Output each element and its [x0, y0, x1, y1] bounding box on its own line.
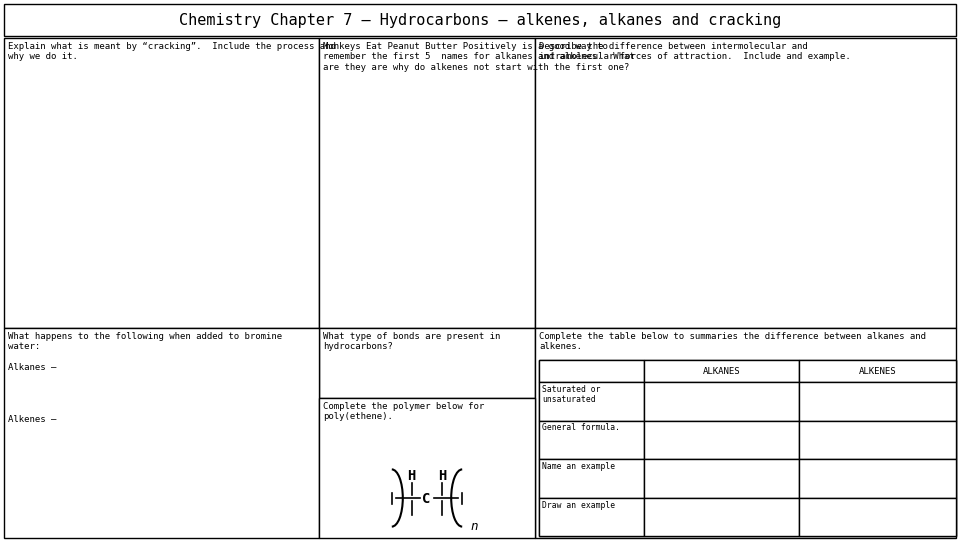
Text: Describe the difference between intermolecular and
intramolecular forces of attr: Describe the difference between intermol… — [539, 42, 851, 62]
Text: Draw an example: Draw an example — [542, 501, 615, 510]
Bar — [799, 382, 956, 421]
Bar — [4, 328, 319, 538]
Text: Saturated or
unsaturated: Saturated or unsaturated — [542, 385, 601, 404]
Text: Explain what is meant by “cracking”.  Include the process and
why we do it.: Explain what is meant by “cracking”. Inc… — [8, 42, 336, 62]
Text: ALKENES: ALKENES — [858, 367, 897, 375]
Bar — [4, 38, 319, 328]
Text: General formula.: General formula. — [542, 423, 620, 433]
Bar — [4, 4, 956, 36]
Text: Monkeys Eat Peanut Butter Positively is a good way to
remember the first 5  name: Monkeys Eat Peanut Butter Positively is … — [323, 42, 635, 72]
Bar — [799, 360, 956, 382]
Bar — [539, 497, 644, 536]
Bar — [539, 421, 644, 459]
Bar — [539, 360, 956, 536]
Bar — [644, 497, 799, 536]
Bar — [319, 328, 535, 398]
Bar — [644, 360, 799, 382]
Text: Complete the table below to summaries the difference between alkanes and
alkenes: Complete the table below to summaries th… — [539, 332, 926, 352]
Bar — [644, 382, 799, 421]
Bar — [539, 360, 644, 382]
Text: Complete the polymer below for
poly(ethene).: Complete the polymer below for poly(ethe… — [323, 402, 484, 421]
Bar — [535, 328, 956, 538]
Bar — [799, 459, 956, 497]
Text: What happens to the following when added to bromine
water:

Alkanes –




Alkene: What happens to the following when added… — [8, 332, 282, 424]
Text: C: C — [421, 492, 430, 506]
Text: H: H — [438, 469, 446, 483]
Text: H: H — [407, 469, 416, 483]
Bar — [644, 421, 799, 459]
Text: Chemistry Chapter 7 – Hydrocarbons – alkenes, alkanes and cracking: Chemistry Chapter 7 – Hydrocarbons – alk… — [179, 12, 781, 28]
Text: What type of bonds are present in
hydrocarbons?: What type of bonds are present in hydroc… — [323, 332, 500, 352]
Bar — [319, 398, 535, 538]
Bar — [319, 38, 535, 328]
Bar — [539, 459, 644, 497]
Text: Name an example: Name an example — [542, 462, 615, 471]
Text: n: n — [470, 520, 478, 533]
Bar — [535, 38, 956, 328]
Bar — [799, 497, 956, 536]
Text: ALKANES: ALKANES — [703, 367, 740, 375]
Bar — [644, 459, 799, 497]
Bar — [539, 382, 644, 421]
Bar — [799, 421, 956, 459]
